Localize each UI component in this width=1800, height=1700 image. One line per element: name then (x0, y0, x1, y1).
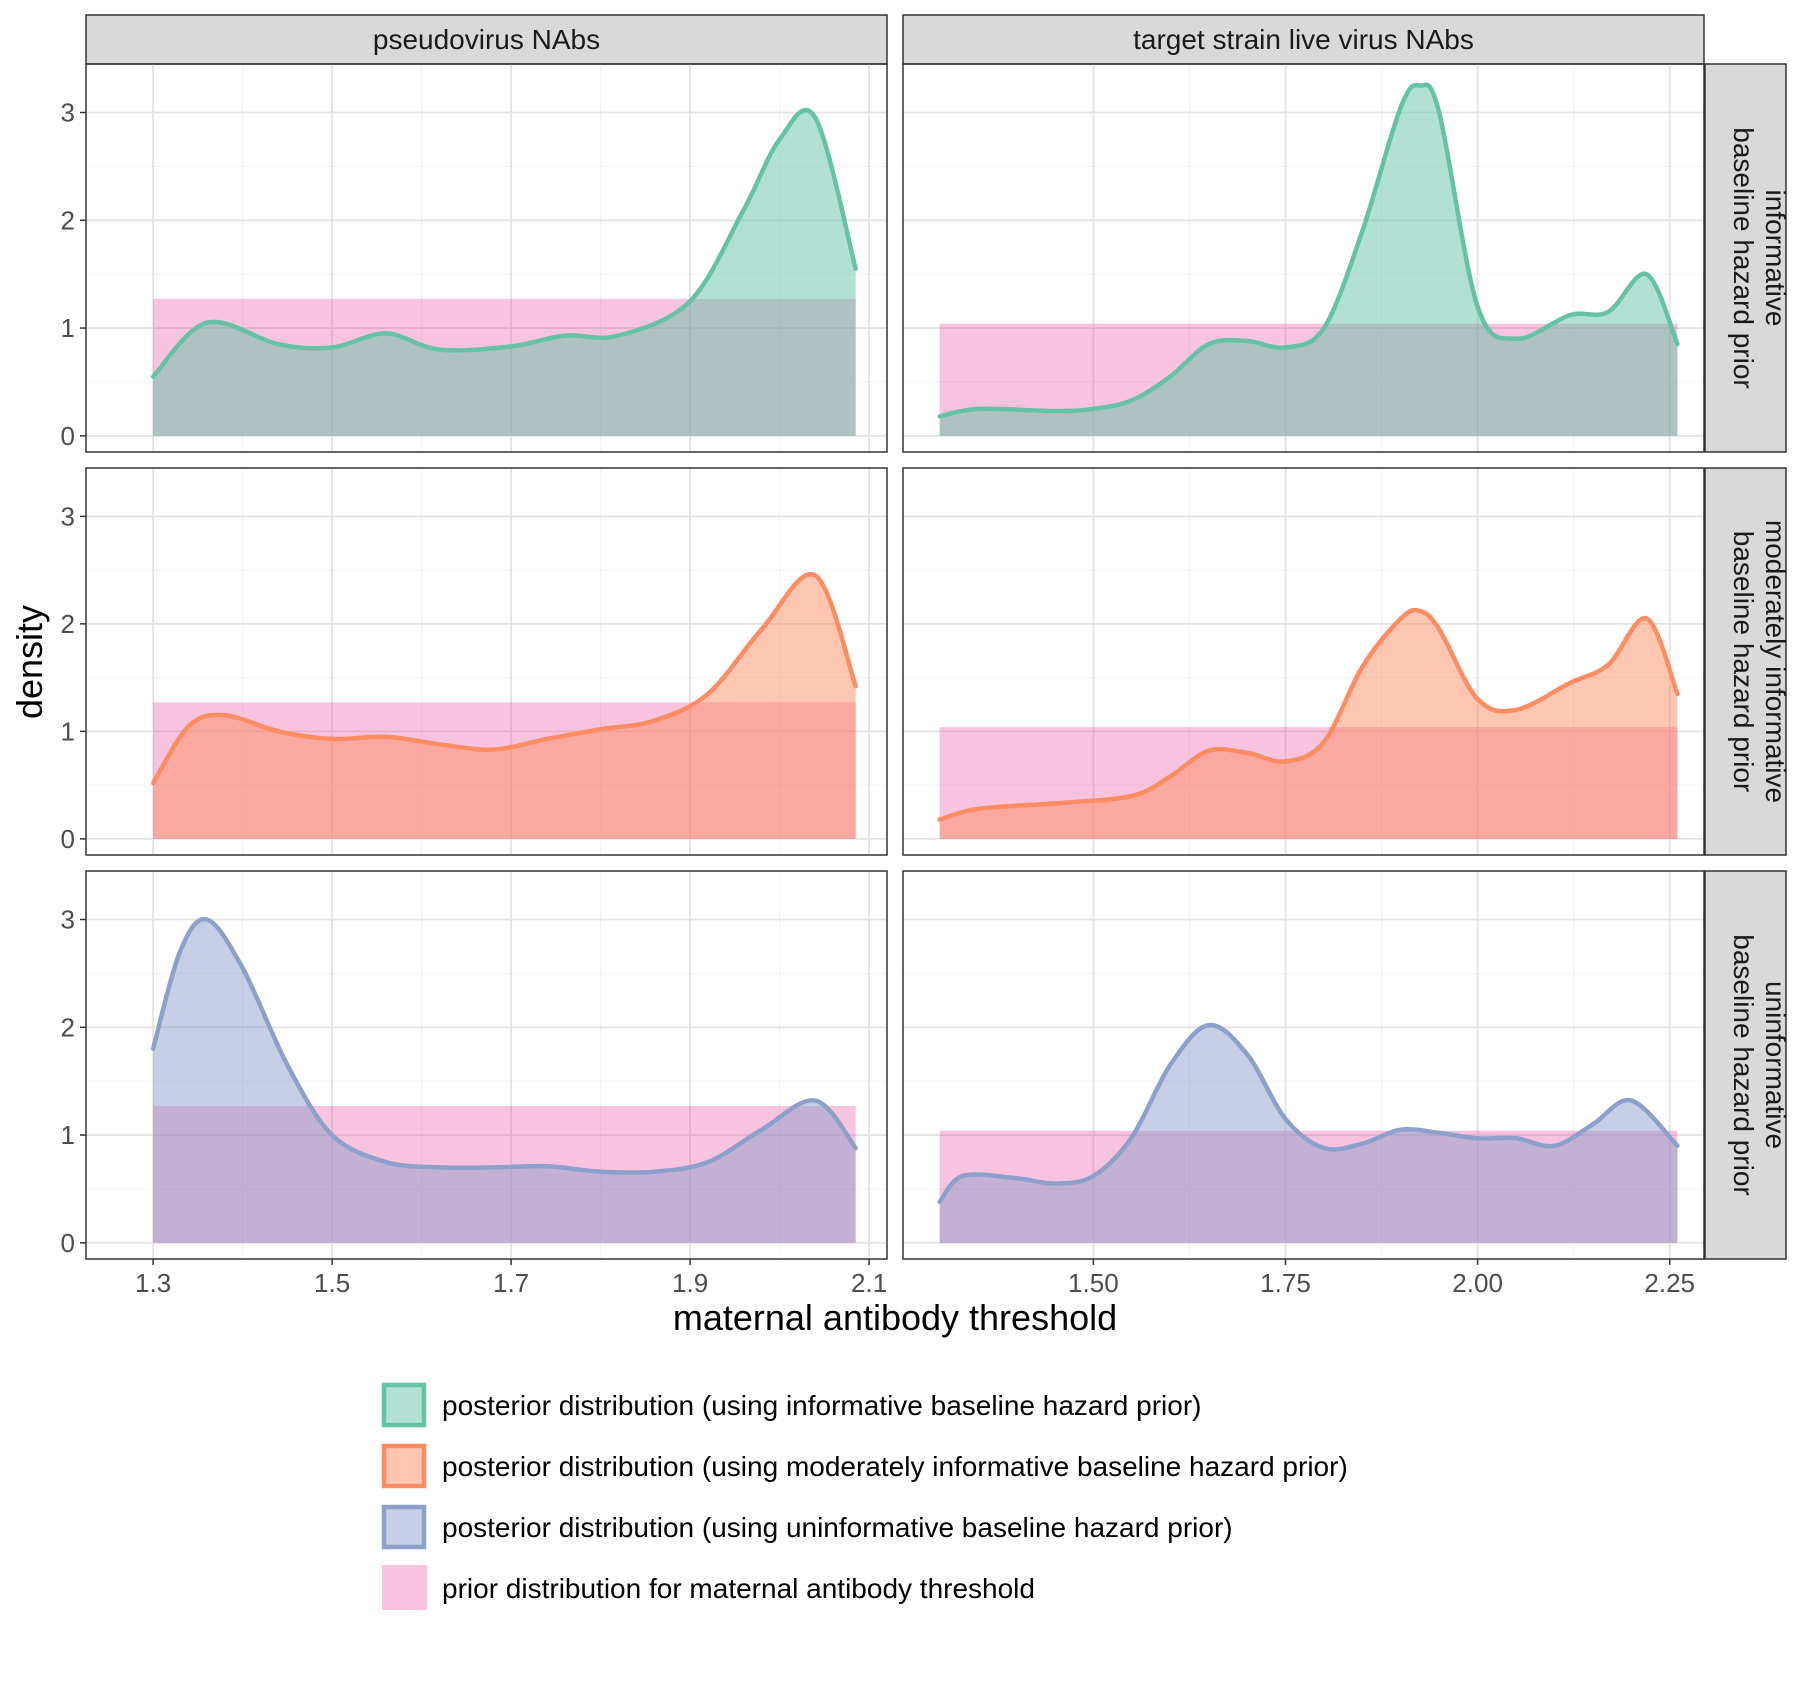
facet-panel (902, 467, 1705, 856)
posterior-density-area (939, 610, 1678, 839)
legend-label: posterior distribution (using uninformat… (442, 1512, 1233, 1543)
y-tick-label: 3 (61, 98, 75, 128)
facet-panel (902, 63, 1705, 453)
y-tick-label: 3 (61, 501, 75, 531)
legend-label: prior distribution for maternal antibody… (442, 1573, 1035, 1604)
posterior-density-area (939, 84, 1678, 436)
posterior-density-line (937, 82, 1680, 419)
legend-key-uninformative (381, 1504, 427, 1550)
y-tick-label: 2 (61, 609, 75, 639)
facet-strip-label: pseudovirus NAbs (373, 24, 600, 55)
facet-strip-row-3 (1704, 870, 1787, 1260)
panel-border (85, 63, 888, 453)
x-tick-label: 2.00 (1452, 1268, 1503, 1298)
legend-key-informative (381, 1382, 427, 1428)
facet-panel (902, 870, 1705, 1260)
legend: posterior distribution (using informativ… (381, 1382, 1348, 1610)
panel-border (85, 467, 888, 856)
x-tick-label: 1.9 (672, 1268, 708, 1298)
posterior-density-line (937, 1022, 1680, 1205)
x-axis-title: maternal antibody threshold (673, 1297, 1117, 1338)
facet-strip-row-1 (1704, 63, 1787, 453)
facet-strip-row-label: informative (1760, 190, 1791, 327)
facet-strip-label: target strain live virus NAbs (1133, 24, 1474, 55)
legend-key-moderate (381, 1443, 427, 1489)
y-tick-label: 1 (61, 313, 75, 343)
facet-panel (85, 63, 888, 453)
x-tick-label: 1.7 (493, 1268, 529, 1298)
x-tick-label: 1.50 (1068, 1268, 1119, 1298)
legend-label: posterior distribution (using moderately… (442, 1451, 1348, 1482)
y-tick-label: 3 (61, 905, 75, 935)
panel-border (902, 467, 1705, 856)
y-tick-label: 1 (61, 1120, 75, 1150)
legend-key-prior (382, 1565, 427, 1610)
legend-label: posterior distribution (using informativ… (442, 1390, 1201, 1421)
posterior-density-line (150, 107, 858, 379)
posterior-density-area (153, 919, 856, 1243)
facet-strip-row-2 (1704, 467, 1787, 856)
facet-strip-row-label: baseline hazard prior (1728, 531, 1759, 793)
posterior-density-line (150, 916, 858, 1175)
y-tick-label: 1 (61, 716, 75, 746)
panel-border (902, 870, 1705, 1260)
facet-strip-row-label: uninformative (1760, 981, 1791, 1149)
y-tick-label: 0 (61, 421, 75, 451)
facet-strip-column-2 (902, 14, 1705, 65)
facet-panel (85, 870, 888, 1260)
posterior-density-line (937, 607, 1680, 822)
posterior-density-area (153, 574, 856, 839)
x-tick-label: 1.3 (135, 1268, 171, 1298)
posterior-density-area (153, 109, 856, 436)
posterior-density-line (150, 571, 858, 786)
facet-strip-column-1 (85, 14, 888, 65)
x-tick-label: 2.1 (851, 1268, 887, 1298)
x-tick-label: 1.5 (314, 1268, 350, 1298)
x-tick-label: 1.75 (1260, 1268, 1311, 1298)
posterior-density-area (939, 1024, 1678, 1243)
facet-strip-row-label: baseline hazard prior (1728, 934, 1759, 1196)
y-axis-title: density (9, 605, 50, 719)
facet-strip-row-label: moderately informative (1760, 520, 1791, 803)
y-tick-label: 2 (61, 1012, 75, 1042)
y-tick-label: 0 (61, 1228, 75, 1258)
panel-border (85, 870, 888, 1260)
x-tick-label: 2.25 (1644, 1268, 1695, 1298)
y-tick-label: 2 (61, 205, 75, 235)
facet-strip-row-label: baseline hazard prior (1728, 127, 1759, 389)
facet-panel (85, 467, 888, 856)
panel-border (902, 63, 1705, 453)
y-tick-label: 0 (61, 824, 75, 854)
